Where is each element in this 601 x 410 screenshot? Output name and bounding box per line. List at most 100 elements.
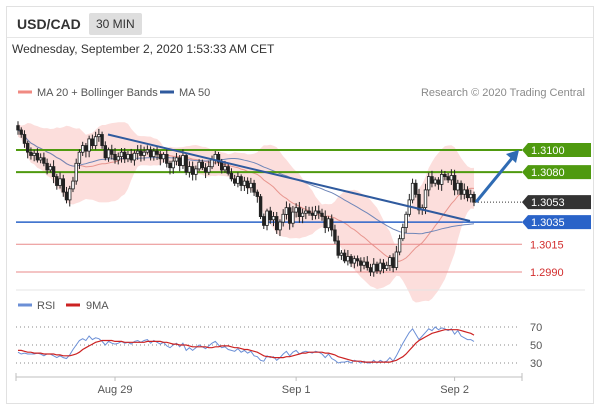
projection-arrow-head <box>506 150 519 163</box>
candle-body <box>456 182 460 191</box>
candle-body <box>16 125 20 131</box>
candle-body <box>184 155 188 173</box>
candle-body <box>207 166 211 173</box>
candle <box>226 163 230 176</box>
candle <box>135 145 140 160</box>
candle-body <box>74 162 78 182</box>
candle-body <box>446 176 450 181</box>
candle-body <box>106 149 111 159</box>
candle-body <box>110 149 114 155</box>
candle <box>116 152 120 165</box>
candle-body <box>394 251 399 268</box>
candle-body <box>349 256 353 264</box>
candle-body <box>274 216 279 231</box>
candle <box>19 127 23 138</box>
candle-body <box>469 193 473 199</box>
candle <box>255 189 259 203</box>
candle <box>297 201 302 223</box>
candle <box>436 177 441 190</box>
x-tick-label-1: Sep 1 <box>282 384 311 396</box>
candle <box>236 172 240 188</box>
chart-datetime: Wednesday, September 2, 2020 1:53:33 AM … <box>12 42 275 56</box>
candle-body <box>339 252 344 256</box>
candle <box>148 146 153 161</box>
candle <box>171 156 175 174</box>
candle <box>336 235 340 259</box>
candle-body <box>165 153 169 164</box>
candle <box>142 146 146 161</box>
chart-header: USD/CAD 30 MIN <box>7 7 593 38</box>
candle-body <box>236 176 240 184</box>
candle <box>384 261 389 272</box>
candle-body <box>123 151 127 160</box>
level-badge-2: 1.3053 <box>522 195 591 210</box>
candle-body <box>472 193 476 203</box>
research-credit: Research © 2020 Trading Central <box>421 87 585 99</box>
level-badge-1: 1.3080 <box>522 165 591 180</box>
candle-body <box>297 207 302 217</box>
candle <box>352 255 356 269</box>
candle <box>22 130 27 148</box>
candle-body <box>200 161 204 169</box>
candle-body <box>158 153 162 160</box>
trend-annotations <box>107 133 519 222</box>
candle <box>310 206 314 221</box>
candle <box>93 131 98 150</box>
candle <box>271 211 276 227</box>
descending-trendline <box>107 133 471 222</box>
candle-body <box>187 166 192 173</box>
candle-body <box>291 211 295 224</box>
candle <box>320 208 324 221</box>
candle <box>414 179 418 198</box>
candle <box>25 140 30 159</box>
candle-body <box>388 257 392 266</box>
candle <box>284 201 289 220</box>
candle-body <box>197 161 201 170</box>
candle <box>119 148 124 163</box>
candle <box>110 144 114 160</box>
candle <box>362 257 366 270</box>
candle <box>262 213 266 229</box>
candle-body <box>81 145 85 153</box>
candle <box>161 152 166 163</box>
candle <box>129 148 133 163</box>
candle-body <box>42 157 46 164</box>
candle <box>197 159 201 172</box>
candle <box>291 205 295 228</box>
candle-body <box>262 216 266 226</box>
candle-body <box>64 191 69 201</box>
candle <box>391 253 395 273</box>
candle-body <box>58 178 62 186</box>
candle <box>381 259 386 274</box>
candle-body <box>219 161 224 171</box>
candle-body <box>139 150 143 156</box>
candle-body <box>142 151 146 156</box>
level-badge-bg-1 <box>522 165 591 180</box>
candle-body <box>362 261 366 266</box>
candle-body <box>97 134 101 138</box>
candle <box>232 174 237 186</box>
candle-body <box>384 264 389 269</box>
candle <box>203 163 208 179</box>
candle <box>417 188 421 215</box>
candle-body <box>397 238 402 253</box>
candle-body <box>126 153 130 160</box>
candle-body <box>249 182 253 189</box>
candle-body <box>381 262 386 270</box>
candle-body <box>401 227 405 240</box>
candle-body <box>45 162 49 171</box>
candle-body <box>84 145 88 152</box>
interval-badge[interactable]: 30 MIN <box>89 13 142 35</box>
candle-body <box>145 149 150 153</box>
candle-body <box>223 166 227 171</box>
rsi-tick-30: 30 <box>530 358 542 370</box>
candle-body <box>391 257 395 269</box>
candle <box>216 151 221 166</box>
candle-body <box>365 261 369 268</box>
candle <box>313 205 318 220</box>
candle-body <box>161 153 166 160</box>
candle <box>378 258 382 275</box>
candle <box>339 250 344 260</box>
candle <box>294 203 298 218</box>
candle <box>187 161 192 178</box>
